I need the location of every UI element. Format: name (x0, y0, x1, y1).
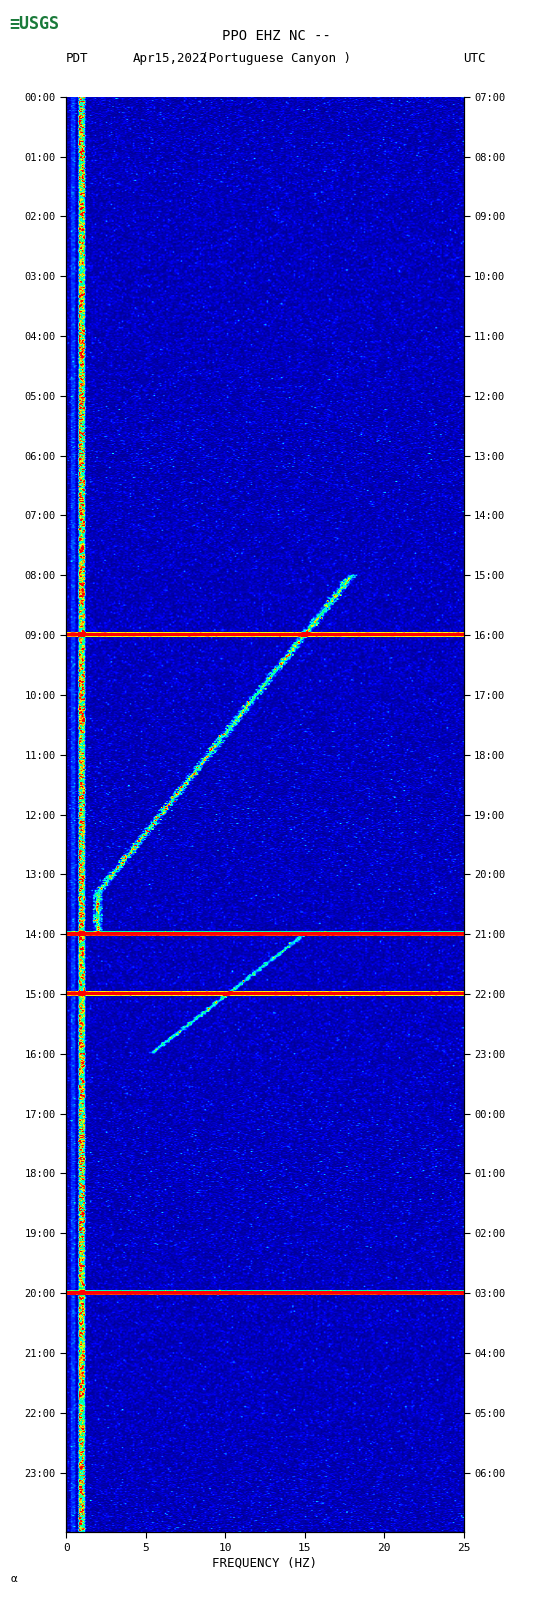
Text: α: α (11, 1574, 18, 1584)
Text: Apr15,2022: Apr15,2022 (132, 52, 208, 65)
Text: PDT: PDT (66, 52, 89, 65)
Text: ≡USGS: ≡USGS (9, 15, 59, 34)
X-axis label: FREQUENCY (HZ): FREQUENCY (HZ) (213, 1557, 317, 1569)
Text: UTC: UTC (463, 52, 486, 65)
Text: (Portuguese Canyon ): (Portuguese Canyon ) (201, 52, 351, 65)
Text: PPO EHZ NC --: PPO EHZ NC -- (221, 29, 331, 44)
